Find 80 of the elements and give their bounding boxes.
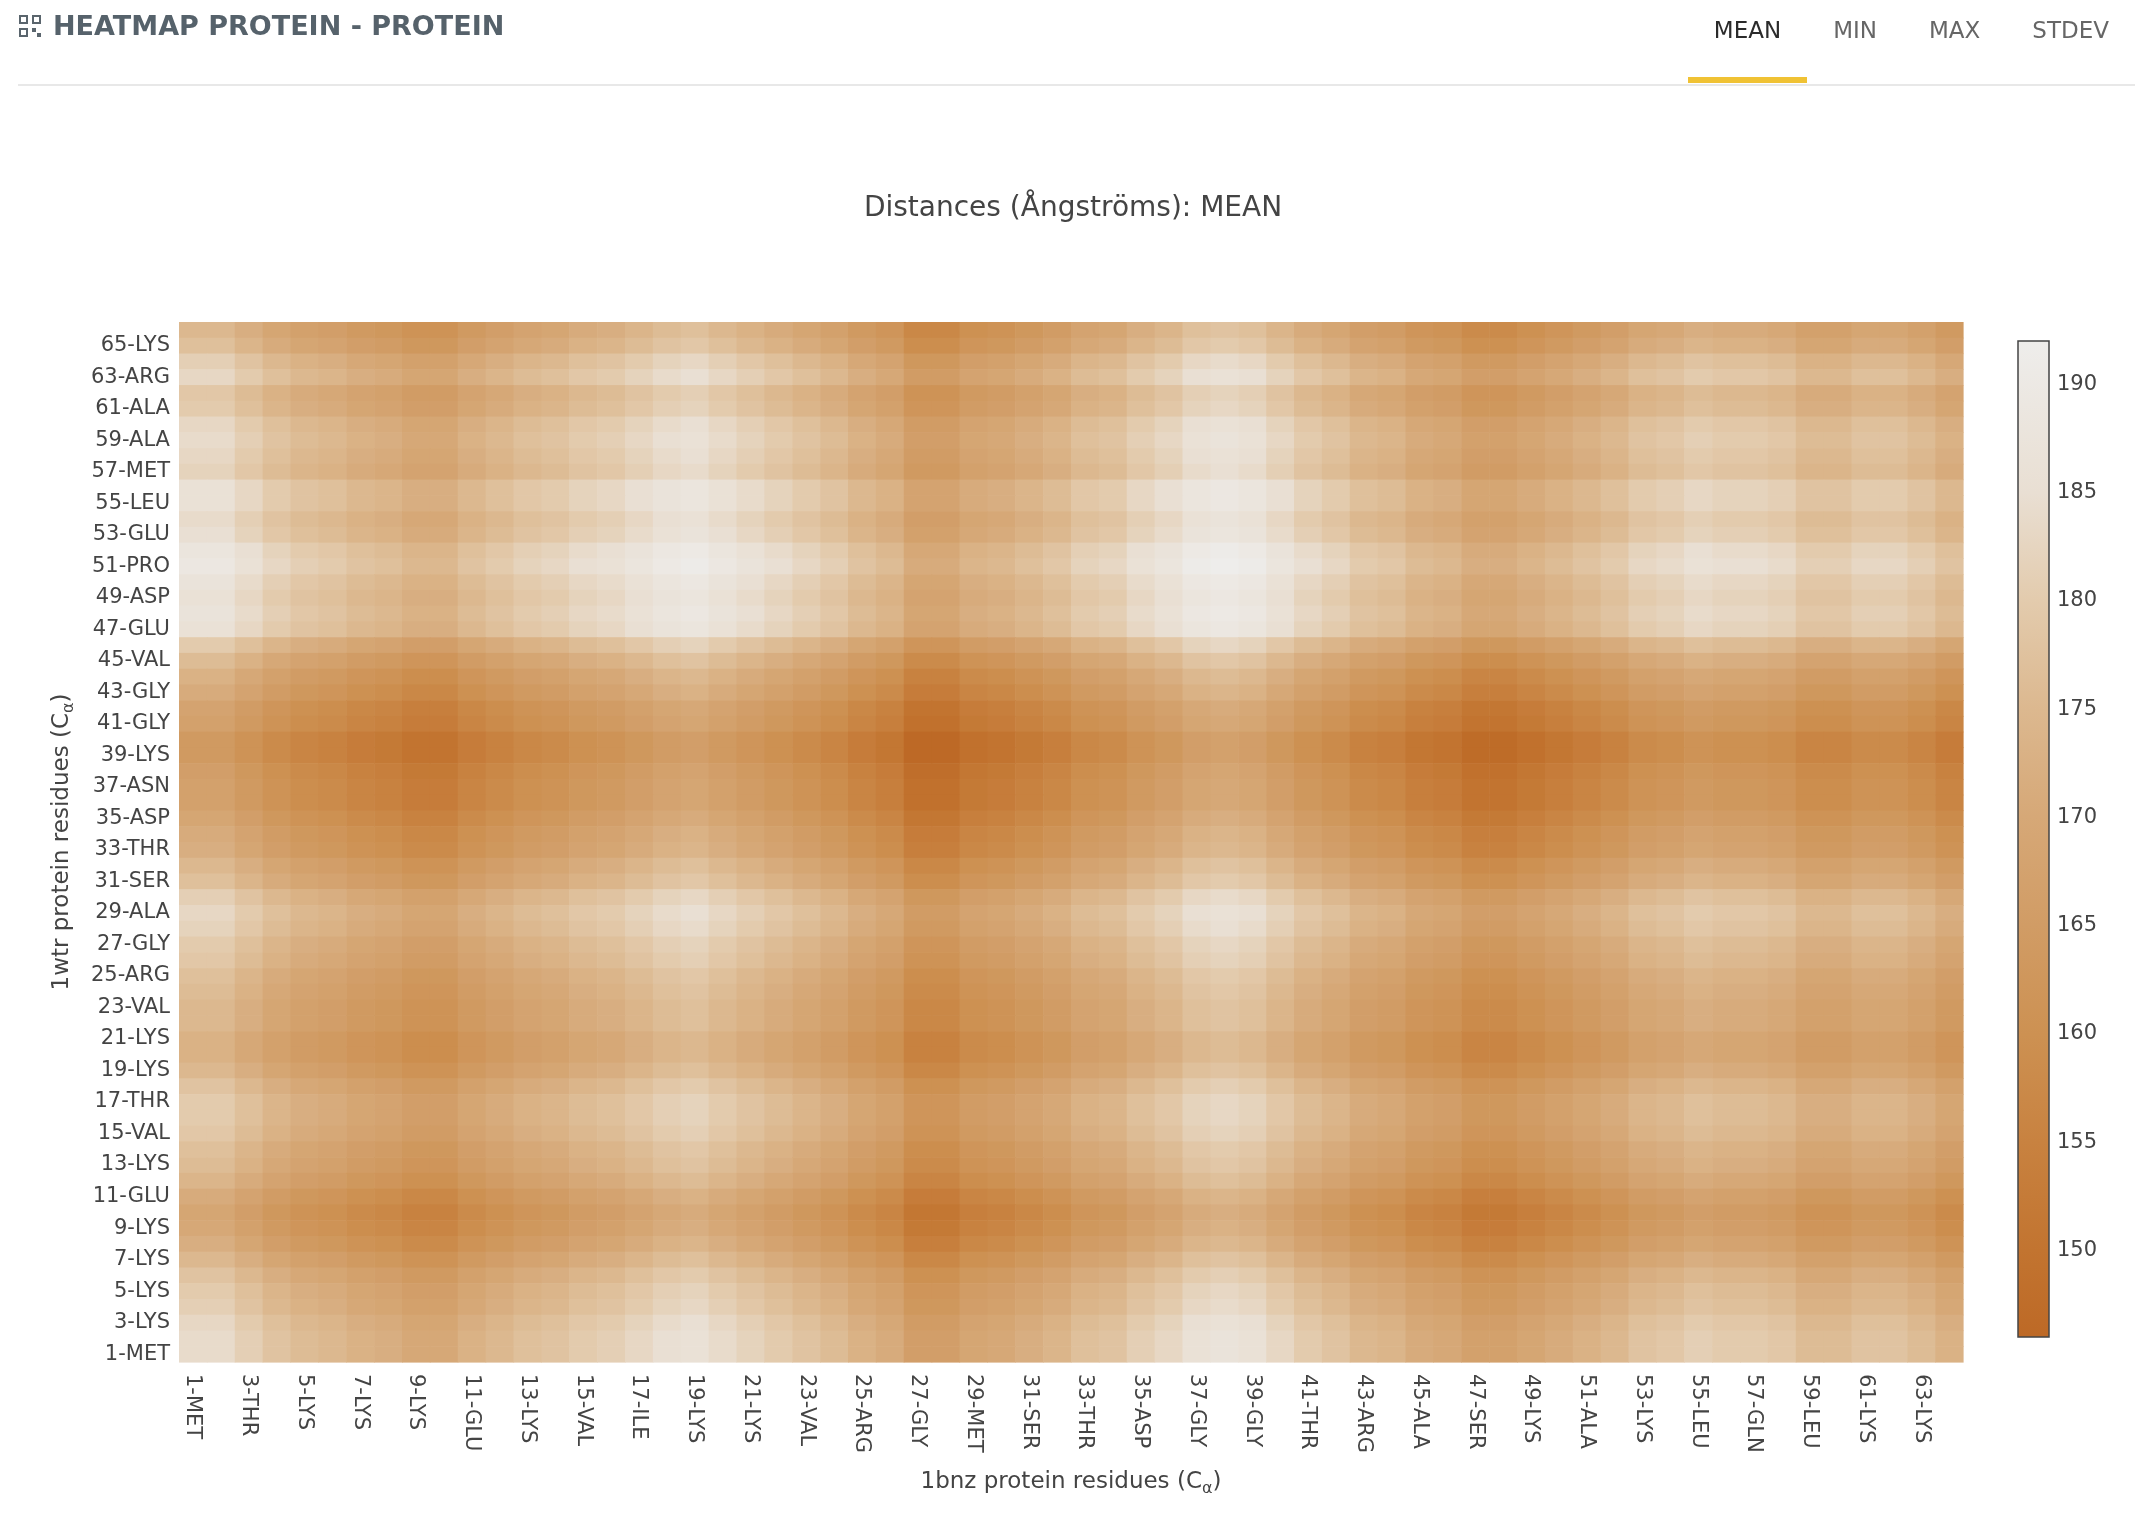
- y-tick-label: 35-ASP: [95, 804, 170, 829]
- x-tick-label: 25-ARG: [851, 1374, 876, 1454]
- color-bar-label: 180: [2057, 587, 2098, 612]
- x-tick-label: 21-LYS: [739, 1374, 764, 1444]
- x-tick-label: 3-THR: [238, 1374, 263, 1437]
- text: MAX: [1928, 16, 1982, 45]
- x-tick-label: 9-LYS: [405, 1374, 430, 1431]
- y-tick-label: 55-LEU: [95, 489, 170, 514]
- y-tick-label: 63-ARG: [90, 363, 170, 388]
- x-tick-label: 17-ILE: [628, 1374, 653, 1440]
- x-tick-label: 11-GLU: [461, 1374, 486, 1452]
- y-tick-label: 13-LYS: [100, 1151, 170, 1176]
- x-tick-label: 63-LYS: [1910, 1374, 1935, 1444]
- color-bar-label: 190: [2057, 370, 2098, 395]
- y-tick-label: 59-ALA: [95, 426, 171, 451]
- y-tick-label: 65-LYS: [100, 332, 170, 357]
- y-tick-label: 27-GLY: [96, 930, 171, 955]
- y-tick-label: 57-MET: [91, 458, 171, 483]
- y-tick-label: 7-LYS: [113, 1246, 170, 1271]
- x-tick-label: 19-LYS: [684, 1374, 709, 1444]
- x-tick-label: 51-ALA: [1576, 1374, 1601, 1450]
- y-tick-label: 31-SER: [94, 867, 170, 892]
- color-bar-label: 155: [2057, 1128, 2098, 1153]
- x-tick-label: 47-SER: [1464, 1374, 1489, 1450]
- x-tick-label: 61-LYS: [1854, 1374, 1879, 1444]
- chart-subtitle: Distances (Ångströms): MEAN: [863, 189, 1283, 224]
- x-tick-label: 57-GLN: [1743, 1374, 1768, 1453]
- y-tick-label: 49-ASP: [95, 584, 170, 609]
- y-tick-label: 41-GLY: [96, 710, 171, 735]
- color-bar-label: 160: [2057, 1020, 2098, 1045]
- chart-title: HEATMAP PROTEIN - PROTEIN: [53, 9, 505, 43]
- x-tick-label: 13-LYS: [516, 1374, 541, 1444]
- x-tick-label: 7-LYS: [349, 1374, 374, 1431]
- y-tick-label: 23-VAL: [97, 993, 171, 1018]
- x-tick-label: 37-GLY: [1185, 1374, 1210, 1448]
- text: MIN: [1832, 16, 1878, 45]
- x-tick-label: 33-THR: [1074, 1374, 1099, 1450]
- y-tick-label: 9-LYS: [113, 1214, 170, 1239]
- y-tick-label: 29-ALA: [95, 899, 171, 924]
- x-tick-label: 27-GLY: [907, 1374, 932, 1448]
- x-tick-label: 53-LYS: [1631, 1374, 1656, 1444]
- y-tick-label: 5-LYS: [113, 1277, 170, 1302]
- x-tick-label: 23-VAL: [795, 1374, 820, 1447]
- y-axis-title: 1wtr protein residues (Cα): [46, 693, 78, 991]
- x-tick-label: 31-SER: [1018, 1374, 1043, 1450]
- y-tick-label: 53-GLU: [92, 521, 170, 546]
- y-tick-label: 43-GLY: [96, 678, 171, 703]
- x-tick-label: 55-LEU: [1687, 1374, 1712, 1449]
- color-bar-label: 165: [2057, 912, 2098, 937]
- y-tick-label: 25-ARG: [90, 962, 170, 987]
- y-tick-label: 1-MET: [104, 1340, 171, 1365]
- x-tick-label: 45-ALA: [1408, 1374, 1433, 1450]
- x-tick-label: 5-LYS: [293, 1374, 318, 1431]
- y-tick-label: 51-PRO: [91, 552, 170, 577]
- color-bar-label: 185: [2057, 479, 2098, 504]
- text: STDEV: [2031, 16, 2110, 45]
- y-tick-label: 47-GLU: [92, 615, 170, 640]
- x-tick-label: 43-ARG: [1353, 1374, 1378, 1454]
- x-tick-label: 15-VAL: [572, 1374, 597, 1447]
- x-tick-label: 39-GLY: [1241, 1374, 1266, 1448]
- y-tick-label: 39-LYS: [100, 741, 170, 766]
- y-tick-label: 11-GLU: [92, 1183, 170, 1207]
- y-tick-label: 17-THR: [94, 1088, 170, 1113]
- color-bar-label: 150: [2057, 1236, 2098, 1261]
- y-tick-label: 45-VAL: [97, 647, 171, 672]
- y-tick-label: 21-LYS: [100, 1025, 170, 1050]
- color-bar-label: 170: [2057, 803, 2098, 828]
- x-tick-label: 49-LYS: [1520, 1374, 1545, 1444]
- text: MEAN: [1712, 16, 1783, 45]
- y-tick-label: 61-ALA: [95, 395, 171, 420]
- y-tick-label: 3-LYS: [113, 1309, 170, 1334]
- y-tick-label: 33-THR: [94, 836, 170, 861]
- x-tick-label: 29-MET: [962, 1374, 987, 1453]
- y-tick-label: 19-LYS: [100, 1056, 170, 1081]
- y-tick-label: 15-VAL: [97, 1119, 171, 1144]
- y-tick-label: 37-ASN: [92, 773, 170, 798]
- color-bar-label: 175: [2057, 695, 2098, 720]
- x-tick-label: 59-LEU: [1799, 1374, 1824, 1449]
- x-tick-label: 35-ASP: [1130, 1374, 1155, 1449]
- x-tick-label: 41-THR: [1297, 1374, 1322, 1450]
